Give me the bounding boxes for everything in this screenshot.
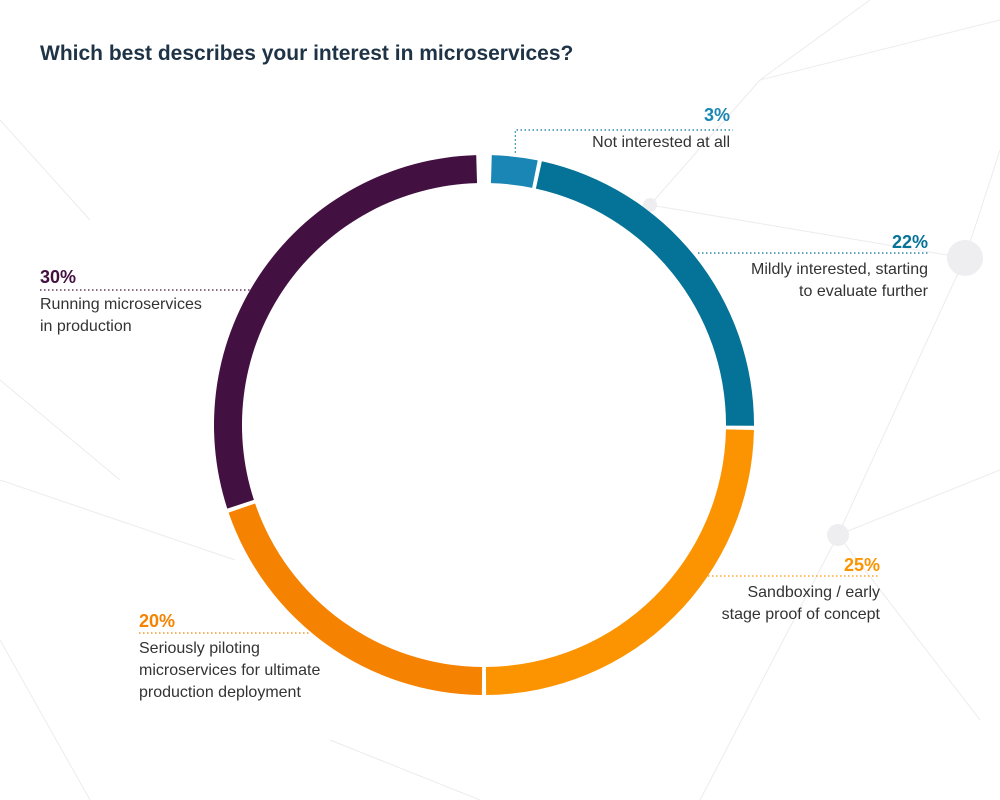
slice-description-line: Running microservices <box>40 296 202 313</box>
slice-description-line: Seriously piloting <box>139 640 260 657</box>
chart-title: Which best describes your interest in mi… <box>40 42 574 65</box>
donut-slice-piloting <box>228 503 483 695</box>
donut-slice-sandboxing <box>485 429 754 695</box>
slice-label-running-in-production: 30% Running microservices in production <box>40 266 300 338</box>
slice-description: Not interested at all <box>470 132 730 154</box>
slice-percent: 30% <box>40 267 77 287</box>
donut-slice-not-interested <box>490 155 538 188</box>
slice-description: Sandboxing / early stage proof of concep… <box>620 582 880 626</box>
slice-description: Mildly interested, starting to evaluate … <box>668 259 928 303</box>
slice-label-mildly-interested: 22% Mildly interested, starting to evalu… <box>668 231 928 303</box>
slice-description-line: in production <box>40 318 132 335</box>
slice-description-line: production deployment <box>139 684 301 701</box>
slice-description: Running microservices in production <box>40 294 300 338</box>
donut-slice-mildly-interested <box>535 161 754 426</box>
slice-description-line: Not interested at all <box>592 134 730 151</box>
slice-description-line: Sandboxing / early <box>747 584 880 601</box>
slice-description-line: Mildly interested, starting <box>751 261 928 278</box>
slice-label-piloting: 20% Seriously piloting microservices for… <box>139 610 399 704</box>
slice-description-line: to evaluate further <box>799 283 928 300</box>
slice-description-line: stage proof of concept <box>721 606 880 623</box>
slice-percent: 25% <box>843 555 880 575</box>
slice-percent: 3% <box>703 105 730 125</box>
slice-percent: 22% <box>891 232 928 252</box>
slice-percent: 20% <box>139 611 176 631</box>
slice-description: Seriously piloting microservices for ult… <box>139 638 399 704</box>
slice-description-line: microservices for ultimate <box>139 662 321 679</box>
slice-label-sandboxing: 25% Sandboxing / early stage proof of co… <box>620 554 880 626</box>
slice-label-not-interested: 3% Not interested at all <box>470 104 730 154</box>
donut-slice-running-in-production <box>214 155 478 509</box>
